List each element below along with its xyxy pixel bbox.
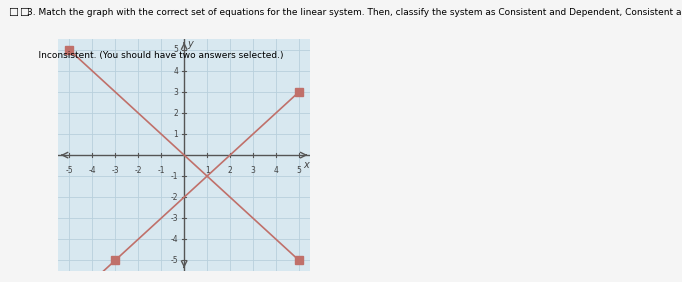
Text: 1: 1 [174, 129, 179, 138]
Text: -2: -2 [134, 166, 142, 175]
Text: 3: 3 [173, 87, 179, 96]
Text: x: x [303, 160, 308, 169]
Text: 5: 5 [297, 166, 301, 175]
Text: ☐: ☐ [8, 8, 18, 18]
Text: -3: -3 [170, 214, 179, 223]
Text: 3: 3 [250, 166, 255, 175]
Text: 2: 2 [228, 166, 233, 175]
Text: 4: 4 [273, 166, 278, 175]
Text: Inconsistent. (You should have two answers selected.): Inconsistent. (You should have two answe… [27, 51, 284, 60]
Text: -5: -5 [65, 166, 73, 175]
Text: ☐: ☐ [19, 8, 29, 18]
Text: 1: 1 [205, 166, 209, 175]
Text: y: y [187, 39, 193, 49]
Text: -2: -2 [171, 193, 179, 202]
Text: 5: 5 [173, 45, 179, 54]
Text: -5: -5 [170, 256, 179, 265]
Text: -4: -4 [170, 235, 179, 244]
Text: -1: -1 [171, 172, 179, 181]
Text: 2: 2 [174, 109, 179, 118]
Text: 4: 4 [173, 67, 179, 76]
Text: 3. Match the graph with the correct set of equations for the linear system. Then: 3. Match the graph with the correct set … [27, 8, 682, 17]
Text: -3: -3 [112, 166, 119, 175]
Text: -1: -1 [158, 166, 165, 175]
Text: -4: -4 [89, 166, 96, 175]
